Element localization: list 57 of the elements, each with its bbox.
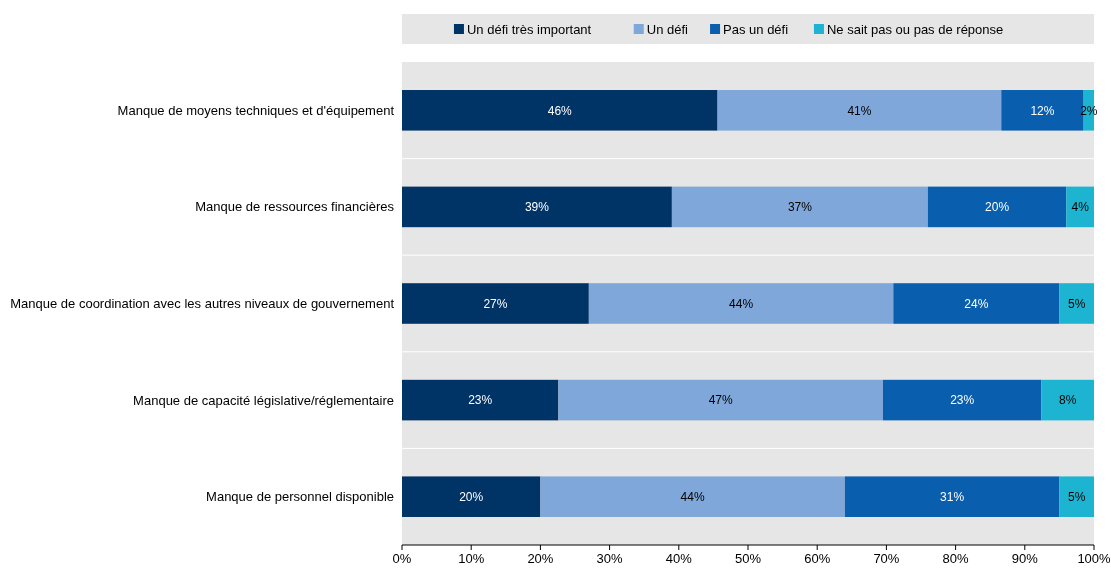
data-label: 23%: [950, 393, 975, 408]
bar: [402, 90, 718, 131]
data-label: 5%: [1068, 489, 1086, 504]
bar: [717, 90, 1002, 131]
bar: [927, 186, 1067, 228]
x-tick-label: 10%: [458, 551, 485, 566]
legend-label: Un défi très important: [466, 21, 592, 37]
bar: [1059, 476, 1094, 517]
data-label: 4%: [1071, 200, 1090, 215]
x-tick-label: 30%: [596, 551, 624, 566]
y-tick-label: Manque de ressources financières: [195, 199, 395, 215]
y-tick-label: Manque de coordination avec les autres niveaux de gouvernement: [10, 296, 395, 312]
y-tick-label: Manque de moyens techniques et d'équipement: [117, 102, 395, 118]
x-tick-label: 80%: [942, 551, 970, 566]
bar: [558, 379, 883, 421]
data-label: 39%: [524, 200, 550, 215]
bar: [402, 283, 589, 324]
bar: [588, 283, 894, 324]
x-tick-label: 60%: [804, 551, 831, 566]
data-label: 47%: [708, 393, 733, 408]
bar: [1041, 379, 1094, 421]
bar: [540, 476, 845, 517]
bar: [402, 379, 559, 421]
x-tick-label: 0%: [392, 551, 412, 566]
data-label: 46%: [547, 103, 573, 118]
legend-label: Un défi: [646, 21, 689, 37]
data-label: 20%: [459, 489, 484, 504]
bar: [402, 186, 672, 228]
bar: [402, 476, 541, 517]
data-label: 12%: [1030, 103, 1055, 118]
bar: [1066, 186, 1094, 228]
x-tick-label: 20%: [527, 551, 554, 566]
data-label: 41%: [847, 103, 872, 118]
y-tick-label: Manque de capacité législative/réglementaire: [133, 392, 394, 408]
data-label: 37%: [787, 200, 813, 215]
x-tick-label: 90%: [1011, 551, 1039, 566]
data-label: 20%: [985, 200, 1010, 215]
data-label: 27%: [483, 296, 508, 311]
legend-label: Ne sait pas ou pas de réponse: [826, 21, 1004, 37]
data-label: 5%: [1068, 296, 1086, 311]
x-tick-label: 40%: [665, 551, 693, 566]
bar: [893, 283, 1060, 324]
data-label: 44%: [680, 489, 705, 504]
bar: [671, 186, 928, 228]
x-tick-label: 100%: [1077, 551, 1111, 566]
data-label: 31%: [940, 489, 965, 504]
data-label: 8%: [1059, 393, 1077, 408]
data-label: 44%: [729, 296, 754, 311]
data-label: 24%: [964, 296, 989, 311]
bar: [1059, 283, 1094, 324]
bar: [844, 476, 1060, 517]
bar: [882, 379, 1042, 421]
legend-label: Pas un défi: [723, 21, 789, 37]
data-label: 23%: [468, 393, 493, 408]
x-tick-label: 70%: [873, 551, 900, 566]
y-tick-label: Manque de personnel disponible: [206, 489, 394, 505]
x-tick-label: 50%: [734, 551, 762, 566]
